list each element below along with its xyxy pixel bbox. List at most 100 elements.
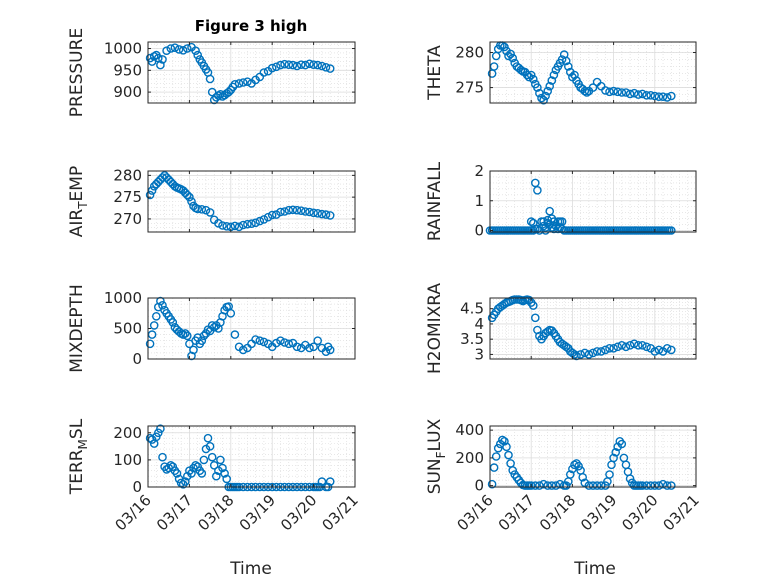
data-point [533, 185, 542, 195]
y-tick-label: 200 [113, 424, 142, 442]
data-point [207, 452, 217, 462]
data-point [547, 481, 557, 490]
data-point [529, 74, 538, 84]
data-point [555, 479, 565, 489]
data-point [596, 481, 606, 490]
data-point [201, 205, 211, 215]
data-point [321, 210, 331, 219]
data-point [551, 481, 561, 490]
series-markers [487, 435, 676, 490]
data-point [222, 221, 231, 231]
data-point [300, 207, 310, 216]
data-point [238, 345, 248, 355]
data-point [516, 65, 526, 75]
data-point [259, 68, 269, 77]
data-point [654, 92, 664, 101]
data-point [205, 208, 215, 217]
data-point [557, 224, 567, 234]
data-point [625, 474, 635, 484]
data-point [646, 91, 656, 100]
data-point [667, 345, 676, 355]
data-point [151, 311, 161, 321]
data-point [580, 86, 590, 96]
data-point [280, 59, 289, 69]
data-point [313, 60, 323, 70]
data-point [251, 335, 260, 344]
data-point [662, 481, 672, 490]
data-point [574, 461, 583, 471]
data-point [209, 322, 219, 332]
data-point [621, 88, 631, 97]
major-grid [490, 42, 696, 103]
y-axis-label: AIRTEMP [67, 166, 90, 237]
data-point [545, 81, 555, 91]
data-point [288, 60, 298, 70]
data-point [537, 93, 546, 103]
data-point [625, 340, 635, 350]
data-point [271, 210, 281, 219]
data-point [547, 76, 557, 85]
data-point [187, 469, 196, 478]
data-point [576, 350, 585, 359]
data-point [642, 91, 651, 100]
data-point [662, 93, 672, 102]
y-axis-label: THETA [425, 45, 445, 101]
data-point [168, 318, 178, 327]
data-point [570, 350, 579, 359]
y-tick-label: 275 [455, 79, 484, 97]
data-point [197, 204, 207, 214]
data-point [500, 42, 509, 52]
data-point [667, 226, 676, 235]
data-point [313, 336, 323, 346]
series-markers [487, 41, 676, 105]
data-point [491, 452, 501, 461]
data-point [276, 60, 285, 70]
data-point [580, 348, 590, 358]
data-point [203, 433, 213, 443]
axes-background [490, 426, 696, 487]
data-point [182, 44, 192, 53]
data-point [621, 342, 631, 352]
data-point [317, 477, 327, 486]
data-point [658, 92, 668, 101]
data-point [238, 78, 248, 87]
data-point [263, 212, 273, 222]
data-point [218, 221, 227, 230]
subplot-pressure: 900 950 1000 PRESSURE [67, 28, 356, 117]
data-point [617, 439, 627, 449]
data-point [667, 481, 676, 490]
data-point [654, 481, 664, 490]
data-point [271, 62, 281, 72]
data-point [207, 87, 217, 97]
data-point [276, 207, 285, 217]
data-point [570, 460, 579, 470]
data-point [259, 215, 269, 224]
data-point [547, 326, 557, 335]
y-tick-label: 0 [474, 477, 484, 495]
data-point [300, 60, 310, 70]
data-point [230, 221, 240, 231]
data-point [609, 343, 618, 353]
axes-background [148, 42, 355, 103]
data-point [170, 43, 180, 53]
data-point [230, 80, 240, 89]
data-point [642, 342, 651, 352]
axes-frame [489, 425, 697, 488]
axes-background [490, 171, 696, 232]
data-point [500, 436, 509, 446]
y-tick-label: 950 [113, 61, 142, 79]
data-point [529, 218, 538, 228]
y-tick-label: 0 [474, 222, 484, 240]
data-point [178, 46, 188, 55]
data-point [172, 469, 182, 478]
data-point [533, 83, 542, 92]
y-axis-label: RAINFALL [425, 161, 445, 241]
data-point [153, 428, 163, 438]
data-point [145, 433, 155, 443]
data-point [216, 455, 225, 465]
data-point [524, 72, 534, 82]
y-tick-label: 400 [455, 421, 484, 439]
data-point [629, 88, 639, 98]
data-point [305, 207, 314, 217]
